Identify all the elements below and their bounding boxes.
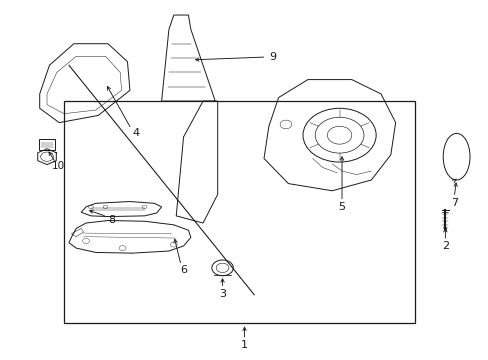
- Text: 5: 5: [338, 202, 345, 212]
- Bar: [64, 101, 414, 323]
- Bar: [39, 139, 55, 149]
- Text: 2: 2: [442, 241, 448, 251]
- Text: 3: 3: [219, 289, 225, 299]
- Text: 1: 1: [241, 340, 247, 350]
- Text: 10: 10: [52, 161, 65, 171]
- Text: 7: 7: [449, 198, 457, 208]
- Text: 8: 8: [108, 215, 115, 225]
- Text: 9: 9: [269, 52, 276, 62]
- Text: 6: 6: [180, 265, 187, 275]
- Text: 4: 4: [132, 129, 140, 138]
